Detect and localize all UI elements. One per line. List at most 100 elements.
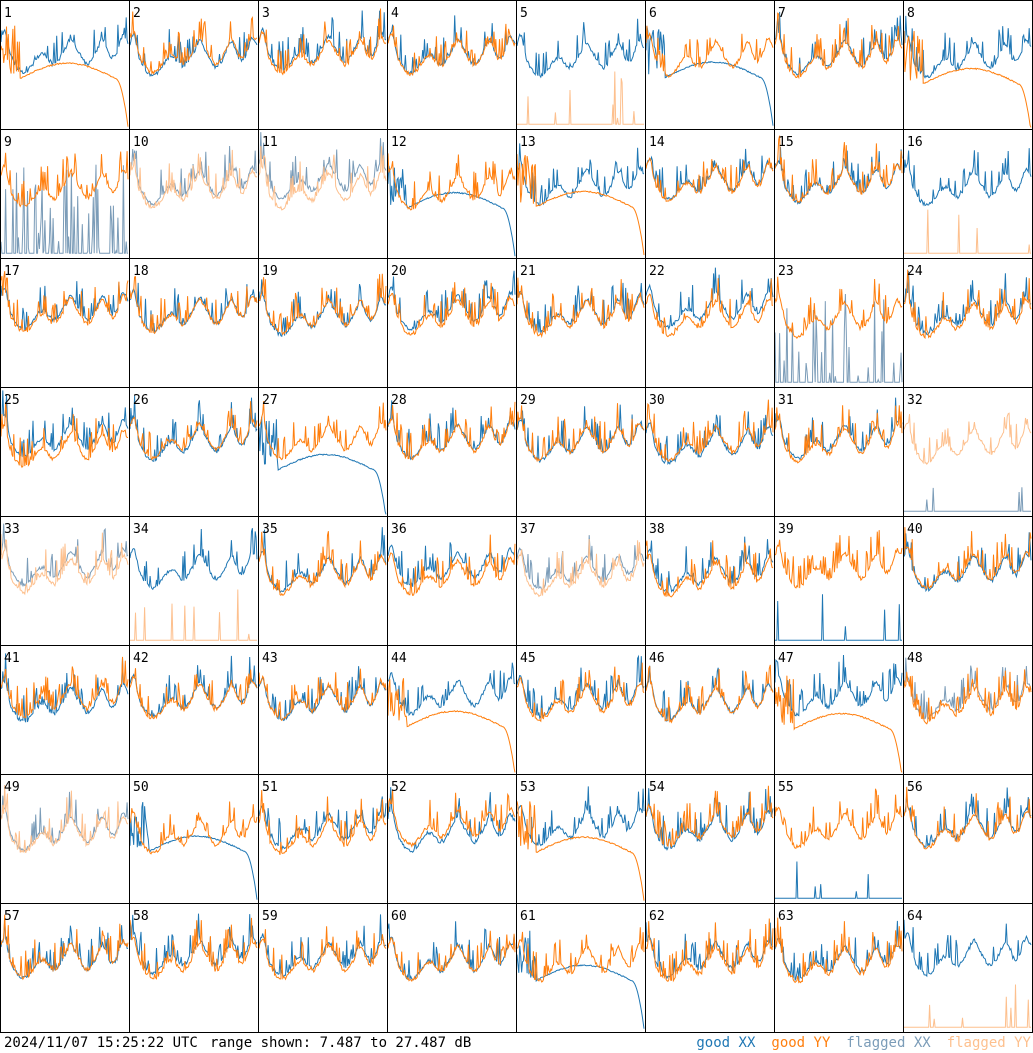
series-good-xx [258, 279, 387, 337]
series-good-yy [258, 273, 387, 336]
panel-62: 62 [645, 903, 775, 1033]
panel-traces [516, 927, 645, 1029]
panel-border [516, 645, 646, 775]
panel-traces [129, 528, 258, 641]
panel-traces [516, 143, 645, 256]
series-good-yy [774, 276, 903, 340]
series-good-yy [516, 662, 645, 723]
panel-label: 60 [391, 909, 407, 924]
panel-label: 15 [778, 135, 794, 150]
panel-label: 34 [133, 522, 149, 537]
panel-26: 26 [129, 387, 259, 517]
panel-64: 64 [903, 903, 1033, 1033]
series-flagged-yy [0, 784, 129, 854]
panel-34: 34 [129, 516, 259, 646]
panel-border [903, 903, 1033, 1033]
panel-label: 52 [391, 780, 407, 795]
panel-49: 49 [0, 774, 130, 904]
series-good-xx [0, 653, 129, 723]
panel-traces [258, 401, 387, 515]
series-good-yy [387, 153, 516, 211]
panel-traces [387, 787, 516, 853]
series-good-xx [516, 18, 645, 79]
panel-traces [903, 269, 1032, 340]
panel-label: 40 [907, 522, 923, 537]
panel-28: 28 [387, 387, 517, 517]
panel-56: 56 [903, 774, 1033, 904]
panel-traces [258, 273, 387, 337]
panel-border [903, 774, 1033, 904]
panel-traces [516, 18, 645, 125]
panel-6: 6 [645, 0, 775, 130]
panel-32: 32 [903, 387, 1033, 517]
panel-label: 12 [391, 135, 407, 150]
legend: good XX good YY flagged XX flagged YY [680, 1034, 1031, 1052]
panel-traces [774, 530, 903, 641]
panel-label: 24 [907, 264, 923, 279]
series-good-yy [258, 8, 387, 76]
series-flagged-yy [129, 149, 258, 209]
panel-13: 13 [516, 129, 646, 259]
series-flagged-yy [517, 71, 644, 125]
panel-traces [129, 913, 258, 980]
panel-traces [516, 277, 645, 339]
panel-traces [645, 267, 774, 338]
series-good-yy [0, 656, 129, 719]
panel-border [903, 645, 1033, 775]
panel-label: 4 [391, 6, 399, 21]
panel-label: 20 [391, 264, 407, 279]
panel-22: 22 [645, 258, 775, 388]
panel-label: 33 [4, 522, 20, 537]
panel-label: 7 [778, 6, 786, 21]
series-good-yy [129, 401, 258, 461]
series-good-xx [903, 919, 1032, 978]
panel-label: 14 [649, 135, 665, 150]
series-good-yy [645, 664, 774, 724]
panel-traces [129, 801, 258, 900]
panel-traces [0, 390, 129, 469]
panel-label: 49 [4, 780, 20, 795]
panel-label: 35 [262, 522, 278, 537]
panel-border [387, 258, 517, 388]
panel-20: 20 [387, 258, 517, 388]
panel-47: 47 [774, 645, 904, 775]
series-good-yy [387, 789, 516, 848]
panel-traces [258, 8, 387, 76]
series-good-xx [645, 411, 774, 466]
panel-traces [903, 657, 1032, 725]
series-good-xx [645, 25, 774, 126]
series-good-yy [645, 25, 774, 78]
panel-border [516, 258, 646, 388]
panel-19: 19 [258, 258, 388, 388]
panel-25: 25 [0, 387, 130, 517]
panel-traces [516, 535, 645, 598]
panel-label: 26 [133, 393, 149, 408]
panel-40: 40 [903, 516, 1033, 646]
panel-36: 36 [387, 516, 517, 646]
panel-48: 48 [903, 645, 1033, 775]
series-good-yy [774, 135, 903, 204]
panel-42: 42 [129, 645, 259, 775]
series-good-yy [129, 11, 258, 76]
panel-border [258, 258, 388, 388]
series-good-yy [258, 668, 387, 722]
panel-37: 37 [516, 516, 646, 646]
panel-8: 8 [903, 0, 1033, 130]
panel-border [903, 129, 1033, 259]
panel-label: 21 [520, 264, 536, 279]
panel-traces [774, 917, 903, 984]
series-good-xx [645, 148, 774, 201]
panel-traces [645, 785, 774, 851]
panel-7: 7 [774, 0, 904, 130]
series-flagged-yy [904, 984, 1031, 1028]
panel-label: 23 [778, 264, 794, 279]
series-good-xx [129, 802, 258, 900]
panel-traces [0, 784, 129, 854]
panel-label: 57 [4, 909, 20, 924]
series-good-xx [516, 404, 645, 464]
series-good-xx [258, 796, 387, 852]
series-flagged-yy [904, 209, 1031, 254]
series-good-yy [774, 530, 903, 589]
panel-52: 52 [387, 774, 517, 904]
panel-label: 48 [907, 651, 923, 666]
